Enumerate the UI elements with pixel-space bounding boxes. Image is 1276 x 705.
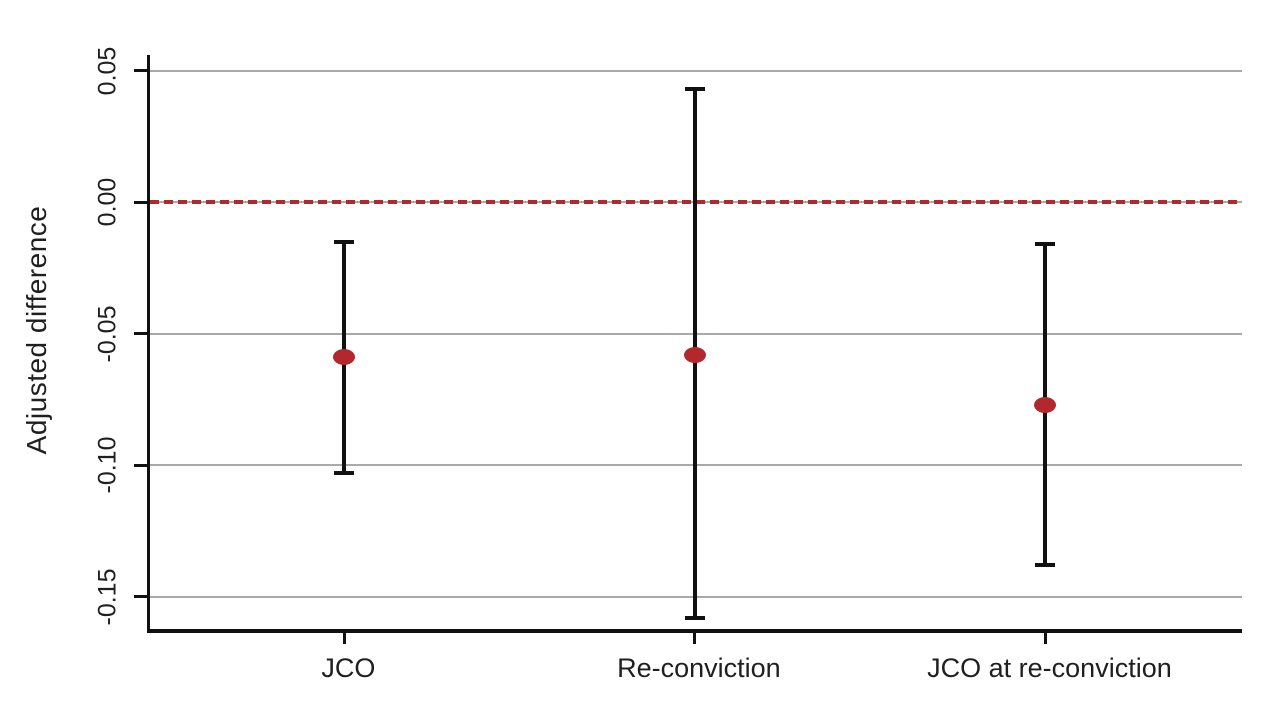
x-tick-label: JCO at re-conviction [927, 653, 1172, 683]
gridline [150, 69, 1242, 72]
ci-cap-top [684, 87, 705, 92]
y-tick-label: -0.15 [93, 568, 122, 626]
ci-cap-bottom [1035, 563, 1056, 568]
y-tick-label: 0.00 [93, 177, 122, 227]
plot-area: 0.05 0.00 -0.05 -0.10 -0.15 JCO Re-conviction J… [94, 46, 1242, 683]
y-axis-tick [134, 595, 147, 599]
y-axis-tick [134, 332, 147, 336]
point-estimate [333, 349, 356, 366]
x-tick-label: JCO [321, 653, 376, 683]
y-tick-label: -0.10 [93, 436, 122, 494]
y-tick-label: 0.05 [93, 46, 122, 96]
x-axis-tick [693, 633, 697, 644]
x-axis-line [147, 629, 1242, 633]
point-estimate [1034, 396, 1057, 413]
point-estimate [683, 346, 706, 363]
x-tick-label: Re-conviction [617, 653, 781, 683]
ci-cap-bottom [334, 471, 355, 476]
ci-cap-top [1035, 242, 1056, 247]
y-axis-tick [134, 69, 147, 73]
y-axis-line [147, 55, 150, 633]
y-axis-tick [134, 200, 147, 204]
ci-cap-bottom [684, 615, 705, 620]
y-tick-label: -0.05 [93, 305, 122, 363]
x-axis-tick [1043, 633, 1047, 644]
ci-cap-top [334, 239, 355, 244]
y-axis-tick [134, 463, 147, 467]
y-axis-title: Adjusted difference [21, 205, 52, 455]
x-axis-tick [342, 633, 346, 644]
